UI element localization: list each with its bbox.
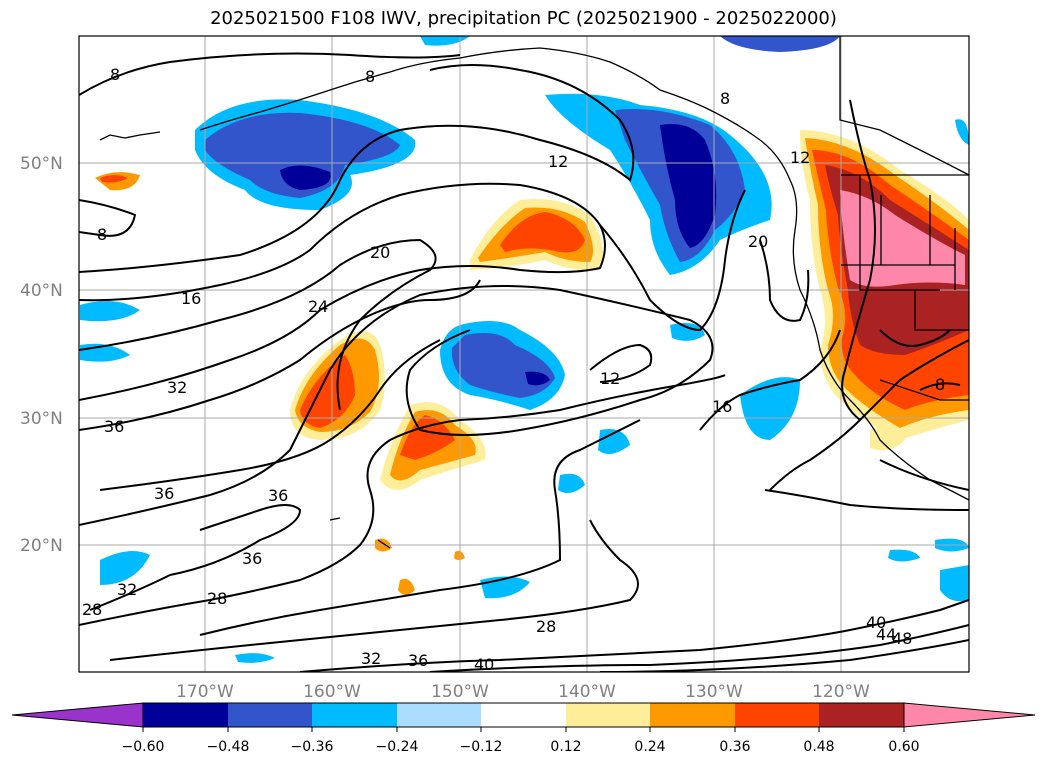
colorbar-tick-label: −0.24 (376, 739, 419, 755)
contour-labels: 8 8 8 12 12 16 16 20 20 24 28 28 28 32 3… (82, 65, 945, 674)
contour-label: 28 (207, 589, 227, 608)
map-content (79, 36, 969, 672)
contour-label: 8 (720, 89, 730, 108)
lon-label-150w: 150°W (431, 682, 489, 702)
lon-label-160w: 160°W (303, 682, 361, 702)
colorbar: −0.60 −0.48 −0.36 −0.24 −0.12 0.12 0.24 … (11, 702, 1036, 755)
colorbar-tick-label: −0.48 (207, 739, 250, 755)
contour-label: 28 (82, 600, 102, 619)
contour-label: 24 (308, 297, 328, 316)
contour-label: 40 (866, 613, 886, 632)
contour-label: 12 (600, 369, 620, 388)
coastlines (99, 36, 969, 549)
iwv-contours (79, 52, 969, 672)
colorbar-tick-label: −0.12 (460, 739, 503, 755)
contour-label: 28 (536, 617, 556, 636)
lat-label-30n: 30°N (20, 409, 63, 429)
colorbar-segment (228, 703, 312, 727)
contour-label: 48 (892, 629, 912, 648)
colorbar-extend-min (11, 702, 144, 728)
contour-label: 8 (365, 67, 375, 86)
map-frame (78, 35, 970, 673)
contour-label: 36 (268, 486, 288, 505)
contour-label: 8 (110, 65, 120, 84)
colorbar-segment (143, 703, 228, 727)
colorbar-tick-label: 0.36 (719, 739, 750, 755)
contour-label: 36 (154, 484, 174, 503)
contour-label: 16 (181, 289, 201, 308)
lat-label-40n: 40°N (20, 281, 63, 301)
contour-label: 32 (117, 580, 137, 599)
colorbar-extend-max (903, 702, 1036, 728)
shading-layer (80, 36, 969, 663)
colorbar-segment (650, 703, 735, 727)
colorbar-tick-label: −0.36 (291, 739, 334, 755)
contour-label: 32 (361, 649, 381, 668)
contour-label: 8 (97, 225, 107, 244)
contour-label: 36 (408, 651, 428, 670)
latitude-labels: 50°N 40°N 30°N 20°N (20, 154, 63, 556)
colorbar-segment (312, 703, 397, 727)
colorbar-segment (566, 703, 650, 727)
contour-label: 16 (712, 397, 732, 416)
colorbar-tick-label: 0.24 (634, 739, 665, 755)
lon-label-170w: 170°W (176, 682, 234, 702)
plot-title: 2025021500 F108 IWV, precipitation PC (2… (210, 8, 837, 29)
lon-label-120w: 120°W (812, 682, 870, 702)
lon-label-130w: 130°W (685, 682, 743, 702)
contour-label: 40 (474, 655, 494, 674)
contour-label: 20 (748, 232, 768, 251)
colorbar-tick-label: −0.60 (122, 739, 165, 755)
contour-label: 32 (167, 378, 187, 397)
longitude-labels: 170°W 160°W 150°W 140°W 130°W 120°W (176, 682, 870, 702)
lat-label-20n: 20°N (20, 536, 63, 556)
lon-label-140w: 140°W (558, 682, 616, 702)
colorbar-segment (735, 703, 819, 727)
contour-label: 12 (548, 152, 568, 171)
colorbar-segment (397, 703, 481, 727)
graticule (79, 36, 969, 672)
colorbar-tick-label: 0.48 (803, 739, 834, 755)
colorbar-segment (481, 703, 566, 727)
contour-label: 8 (935, 375, 945, 394)
colorbar-tick-label: 0.60 (888, 739, 919, 755)
contour-label: 36 (242, 549, 262, 568)
contour-label: 44 (876, 625, 896, 644)
lat-label-50n: 50°N (20, 154, 63, 174)
colorbar-segment (819, 703, 904, 727)
contour-label: 36 (104, 417, 124, 436)
contour-label: 20 (370, 243, 390, 262)
contour-label: 12 (790, 148, 810, 167)
colorbar-tick-label: 0.12 (550, 739, 581, 755)
